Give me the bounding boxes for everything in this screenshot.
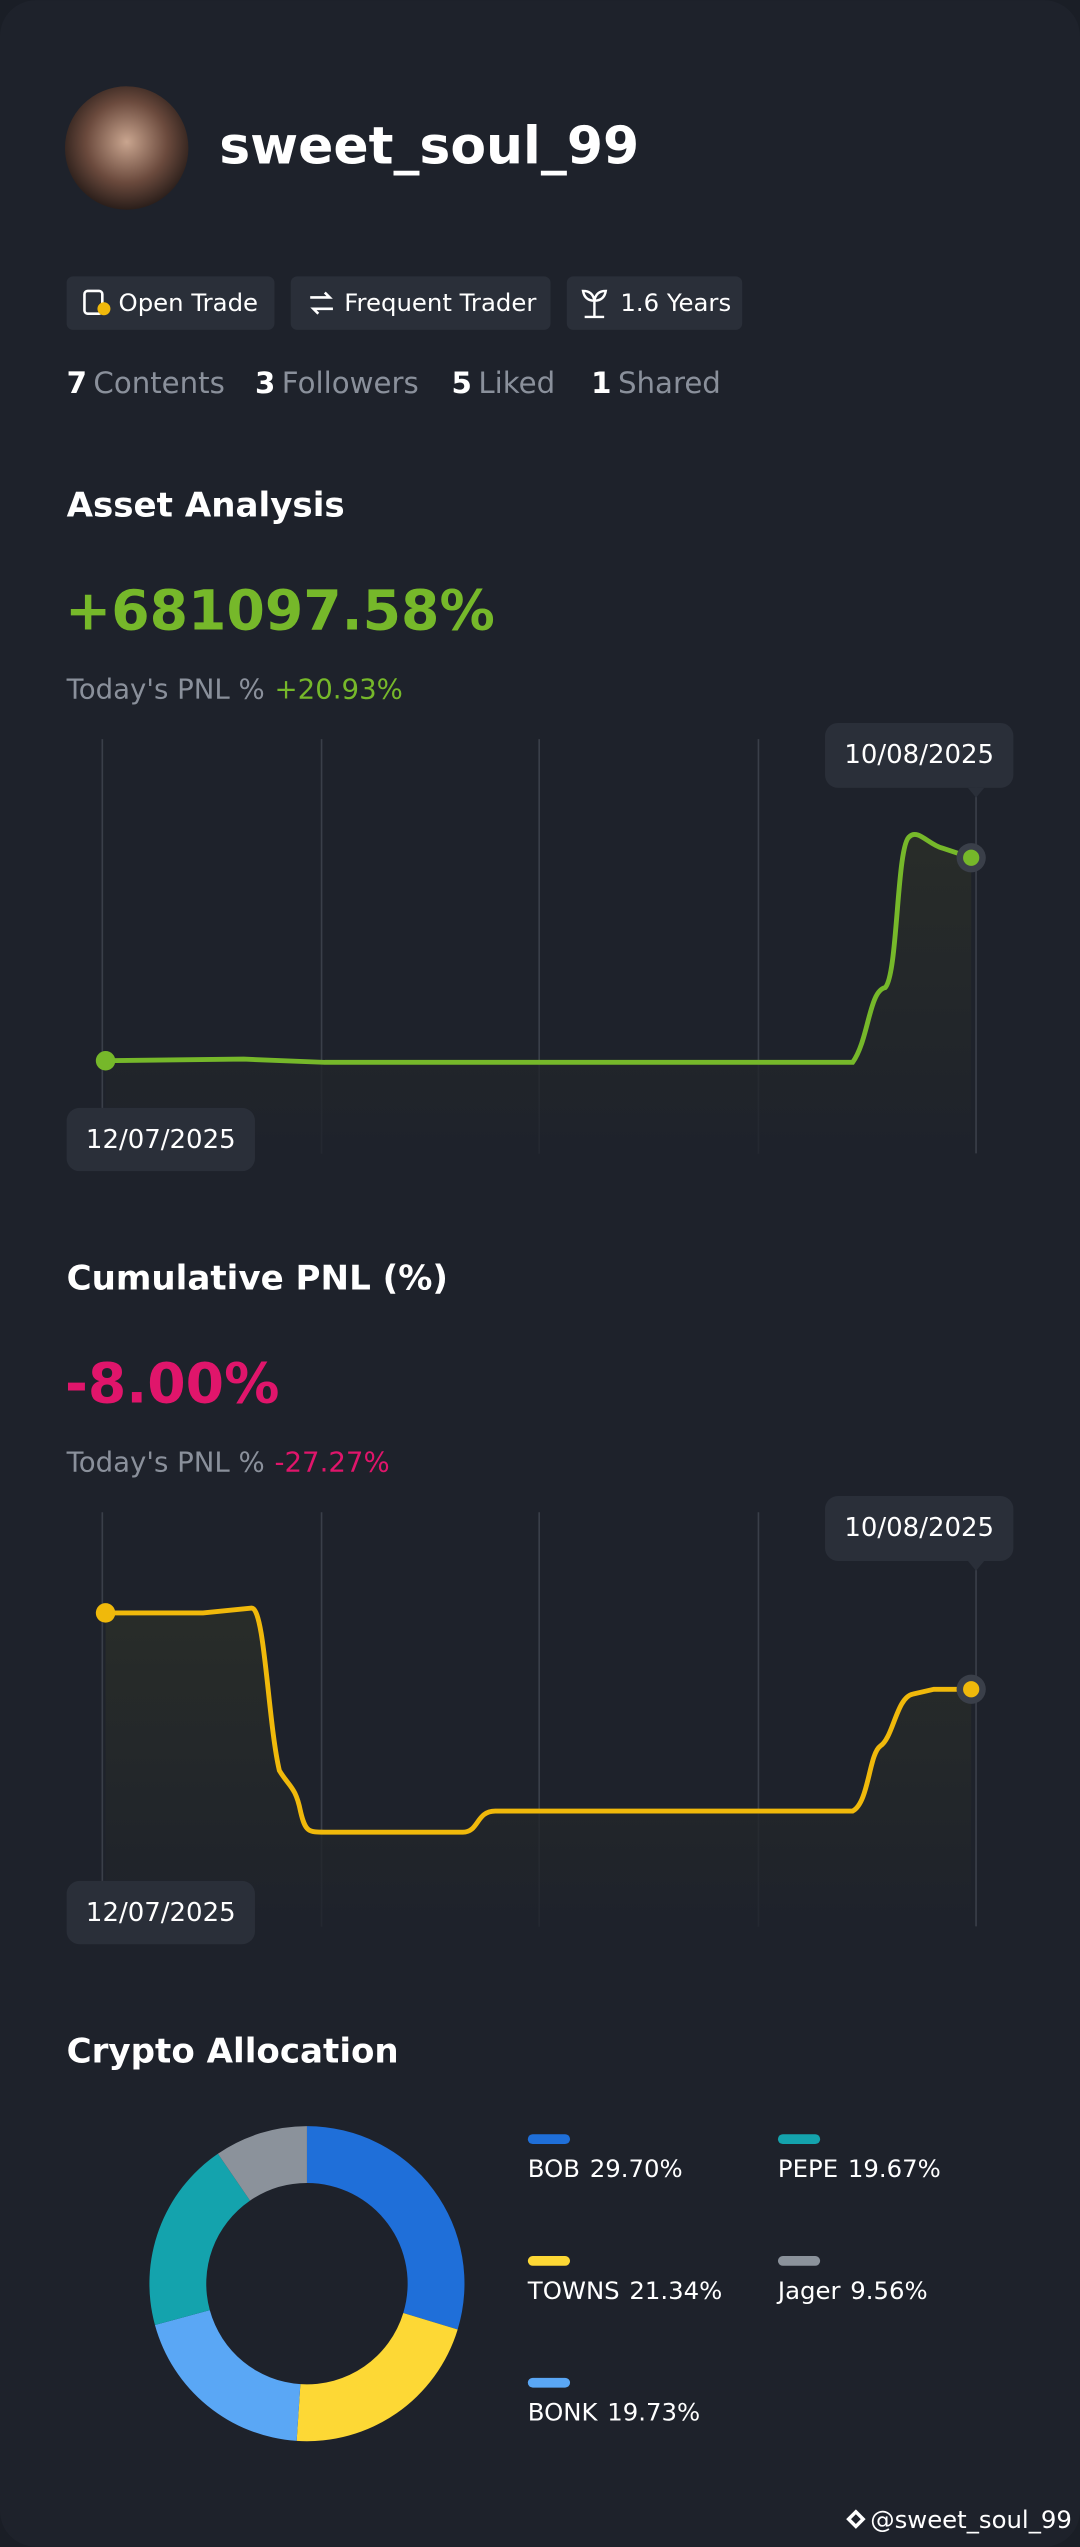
donut-slice xyxy=(149,2153,251,2326)
legend-label: BOB xyxy=(528,2154,580,2183)
today-label: Today's PNL % xyxy=(66,672,265,705)
donut-slice xyxy=(154,2310,301,2441)
stat: 1 Shared xyxy=(591,366,721,400)
date-tooltip xyxy=(66,1107,255,1172)
date-tooltip xyxy=(825,722,1014,788)
start-dot xyxy=(95,1603,116,1623)
badge-icon xyxy=(97,302,111,316)
badges: Open Trade Frequent Trader 1.6 Years xyxy=(66,276,743,330)
legend-value: 21.34% xyxy=(629,2276,722,2305)
donut-chart xyxy=(149,2126,465,2442)
tooltip-pointer xyxy=(967,1560,985,1571)
donut-slice xyxy=(217,2126,307,2201)
legend: BOB 29.70% TOWNS 21.34% BONK 19.73% PEPE 19.67%… xyxy=(527,2134,941,2427)
stat-label: Shared xyxy=(618,366,721,400)
date-tooltip xyxy=(825,1495,1014,1561)
legend-swatch xyxy=(777,2256,821,2266)
stat-count: 1 xyxy=(591,366,611,400)
donut-slice xyxy=(296,2312,458,2442)
section-title: Cumulative PNL (%) xyxy=(67,1258,448,1298)
start-dot xyxy=(95,1051,116,1071)
section-title: Asset Analysis xyxy=(67,485,345,525)
stat-label: Followers xyxy=(282,366,419,400)
legend-value: 9.56% xyxy=(850,2276,927,2305)
badge-icon xyxy=(581,289,608,319)
asset-analysis: Asset Analysis +681097.58% Today's PNL %… xyxy=(65,485,1014,1172)
today-label: Today's PNL % xyxy=(66,1446,265,1479)
legend-swatch xyxy=(527,2134,571,2144)
avatar xyxy=(64,86,189,210)
legend-label: PEPE xyxy=(778,2154,838,2183)
legend-value: 19.67% xyxy=(848,2154,941,2183)
end-date: 10/08/2025 xyxy=(844,740,994,770)
tooltip-pointer xyxy=(967,787,985,798)
stat: 7 Contents xyxy=(67,366,225,400)
username: sweet_soul_99 xyxy=(219,117,639,177)
legend-label: BONK xyxy=(528,2398,599,2427)
legend-label: Jager xyxy=(776,2276,842,2305)
stat-label: Contents xyxy=(93,366,224,400)
badge-label: Open Trade xyxy=(119,288,258,317)
end-date: 10/08/2025 xyxy=(844,1513,994,1543)
headline-value: -8.00% xyxy=(65,1352,279,1416)
legend-swatch xyxy=(527,2256,571,2266)
date-tooltip xyxy=(66,1880,255,1945)
legend-label: TOWNS xyxy=(527,2276,620,2305)
headline-value: +681097.58% xyxy=(65,579,495,643)
badge-label: Frequent Trader xyxy=(344,288,537,317)
end-dot xyxy=(963,849,980,866)
end-dot xyxy=(963,1681,980,1698)
badge-icon xyxy=(310,291,333,315)
pnl-line xyxy=(105,1605,972,1835)
legend-swatch xyxy=(527,2377,571,2388)
today-pnl: Today's PNL % +20.93% xyxy=(66,672,403,705)
badge xyxy=(66,276,275,330)
stat-count: 5 xyxy=(451,366,471,400)
legend-swatch xyxy=(777,2134,821,2144)
badge xyxy=(566,276,743,330)
donut-slice xyxy=(306,2126,465,2330)
start-date: 12/07/2025 xyxy=(86,1898,236,1928)
today-value: +20.93% xyxy=(275,672,403,705)
watermark: @sweet_soul_99 xyxy=(870,2505,1072,2534)
legend-value: 19.73% xyxy=(607,2398,700,2427)
stat-label: Liked xyxy=(478,366,555,400)
stat-count: 3 xyxy=(255,366,275,400)
line-area xyxy=(105,834,972,1154)
today-value: -27.27% xyxy=(275,1446,390,1479)
section-title: Crypto Allocation xyxy=(67,2032,399,2072)
today-pnl: Today's PNL % -27.27% xyxy=(66,1446,390,1479)
stat: 5 Liked xyxy=(451,366,555,400)
badge-icon xyxy=(83,289,104,315)
stats: 7 Contents 3 Followers 5 Liked 1 Shared xyxy=(67,366,721,400)
start-date: 12/07/2025 xyxy=(86,1125,236,1155)
stat: 3 Followers xyxy=(255,366,419,400)
stat-count: 7 xyxy=(67,366,87,400)
pnl-line xyxy=(105,832,972,1065)
legend-value: 29.70% xyxy=(590,2154,683,2183)
badge-label: 1.6 Years xyxy=(620,288,731,317)
cumulative-pnl: Cumulative PNL (%) -8.00% Today's PNL % -… xyxy=(65,1258,1014,1945)
badge xyxy=(290,276,551,330)
line-area xyxy=(105,1608,972,1927)
